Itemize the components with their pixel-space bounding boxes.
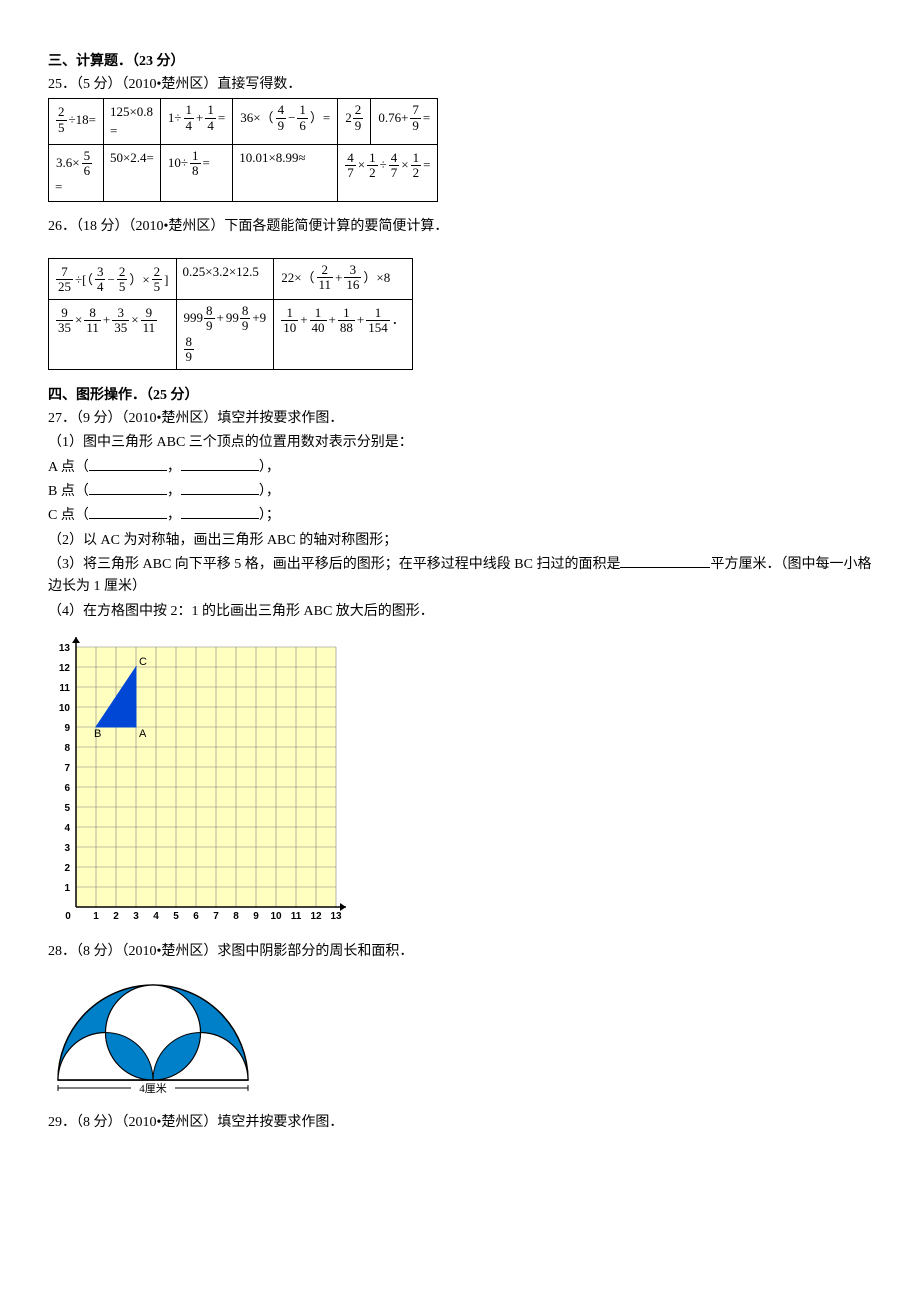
q25-r2c2: 50×2.4= <box>103 144 160 201</box>
svg-text:8: 8 <box>233 911 239 922</box>
q28-prefix: 28．（8 分）（2010•楚州区）求图中阴影部分的周长和面积． <box>48 941 872 963</box>
q25-r2c3: 10÷18= <box>160 144 232 201</box>
q27-b-line: B 点（，）， <box>48 481 872 503</box>
q29-prefix: 29．（8 分）（2010•楚州区）填空并按要求作图． <box>48 1112 872 1134</box>
q27-sub4: （4）在方格图中按 2：1 的比画出三角形 ABC 放大后的图形． <box>48 601 872 623</box>
q26-r2c1: 935×811+335×911 <box>49 299 177 369</box>
q25-r1c6: 0.76+79= <box>371 99 438 144</box>
q25-r1c3: 1÷14+14= <box>160 99 232 144</box>
q26-r2c2: 99989+9989+9 89 <box>176 299 274 369</box>
q26-r1c1: 725÷[（34−25）×25] <box>49 258 177 299</box>
q27-sub2: （2）以 AC 为对称轴，画出三角形 ABC 的轴对称图形； <box>48 530 872 552</box>
q25-r2c5: 47×12÷47×12= <box>338 144 438 201</box>
q26-prefix: 26．（18 分）（2010•楚州区）下面各题能简便计算的要简便计算． <box>48 216 872 238</box>
svg-text:12: 12 <box>59 663 71 674</box>
svg-text:9: 9 <box>253 911 259 922</box>
q25-r1c1: 25÷18= <box>49 99 104 144</box>
q25-prefix: 25．（5 分）（2010•楚州区）直接写得数． <box>48 74 872 96</box>
svg-text:0: 0 <box>65 911 71 922</box>
q25-r1c2: 125×0.8= <box>103 99 160 144</box>
svg-text:6: 6 <box>193 911 199 922</box>
svg-text:3: 3 <box>64 843 70 854</box>
svg-text:13: 13 <box>330 911 342 922</box>
q25-table: 25÷18= 125×0.8= 1÷14+14= 36×（49−16）= 229… <box>48 98 438 201</box>
svg-text:10: 10 <box>270 911 282 922</box>
q26-table: 725÷[（34−25）×25] 0.25×3.2×12.5 22×（211+3… <box>48 258 413 370</box>
q27-c-line: C 点（，）； <box>48 505 872 527</box>
svg-text:4: 4 <box>153 911 159 922</box>
q26-r2c3: 110+140+188+1154． <box>274 299 413 369</box>
svg-text:A: A <box>139 728 147 740</box>
svg-text:9: 9 <box>64 723 70 734</box>
q27-grid: BAC01234567891011121312345678910111213 <box>48 627 348 927</box>
svg-text:5: 5 <box>173 911 179 922</box>
section4-title: 四、图形操作．（25 分） <box>48 384 872 404</box>
q27-sub1: （1）图中三角形 ABC 三个顶点的位置用数对表示分别是： <box>48 432 872 454</box>
q25-r2c4: 10.01×8.99≈ <box>233 144 338 201</box>
q27-prefix: 27．（9 分）（2010•楚州区）填空并按要求作图． <box>48 408 872 430</box>
svg-text:C: C <box>139 656 147 668</box>
svg-text:1: 1 <box>93 911 99 922</box>
q25-r2c1: 3.6×56= <box>49 144 104 201</box>
svg-text:4: 4 <box>64 823 70 834</box>
svg-text:11: 11 <box>59 683 70 694</box>
q28-shape: 4厘米 <box>48 968 258 1098</box>
svg-text:1: 1 <box>64 883 70 894</box>
svg-text:7: 7 <box>213 911 219 922</box>
q25-r1c4: 36×（49−16）= <box>233 99 338 144</box>
q27-a-line: A 点（，）， <box>48 457 872 479</box>
svg-text:5: 5 <box>64 803 70 814</box>
svg-text:11: 11 <box>291 911 302 922</box>
q27-sub3: （3）将三角形 ABC 向下平移 5 格，画出平移后的图形；在平移过程中线段 B… <box>48 554 872 599</box>
svg-text:4厘米: 4厘米 <box>139 1082 167 1095</box>
svg-text:6: 6 <box>64 783 70 794</box>
svg-text:8: 8 <box>64 743 70 754</box>
svg-text:2: 2 <box>113 911 119 922</box>
svg-text:13: 13 <box>59 643 71 654</box>
svg-text:10: 10 <box>59 703 71 714</box>
svg-text:3: 3 <box>133 911 139 922</box>
q26-r1c2: 0.25×3.2×12.5 <box>176 258 274 299</box>
svg-text:12: 12 <box>310 911 322 922</box>
section3-title: 三、计算题．（23 分） <box>48 50 872 70</box>
svg-text:2: 2 <box>64 863 70 874</box>
q25-r1c5: 229 <box>338 99 371 144</box>
q26-r1c3: 22×（211+316）×8 <box>274 258 413 299</box>
svg-text:7: 7 <box>64 763 70 774</box>
svg-text:B: B <box>94 728 101 740</box>
